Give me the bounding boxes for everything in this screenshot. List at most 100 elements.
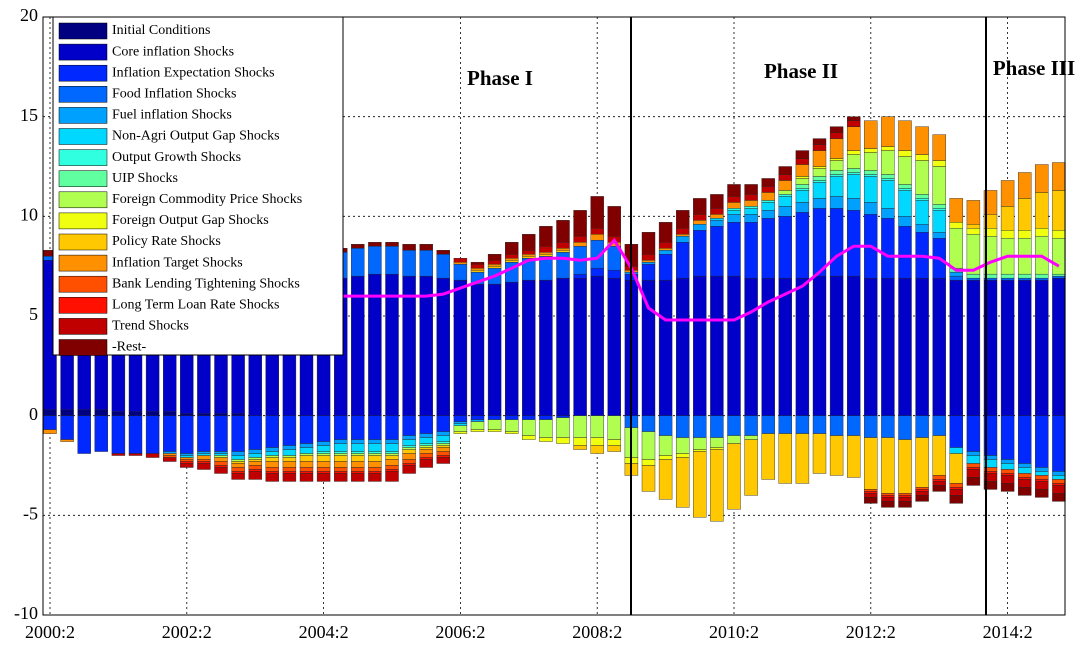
bar-segment [847, 120, 861, 127]
bar-segment [385, 246, 399, 275]
bar-segment [197, 463, 211, 470]
bar-segment [966, 200, 981, 225]
bar-segment [1000, 469, 1015, 474]
bar-segment [351, 443, 365, 452]
bar-segment [778, 166, 792, 175]
bar-segment [932, 208, 946, 211]
bar-segment [470, 283, 485, 416]
bar-segment [915, 224, 929, 233]
bar-segment [1018, 479, 1032, 488]
bar-segment [368, 439, 382, 444]
bar-segment [864, 277, 878, 416]
bar-segment [1018, 463, 1032, 468]
annotation: Phase III [993, 56, 1075, 80]
bar-segment [1035, 192, 1049, 229]
bar-segment [282, 457, 297, 462]
legend-swatch [58, 339, 108, 356]
bar-segment [145, 415, 160, 454]
bar-segment [761, 415, 775, 434]
bar-segment [812, 198, 827, 209]
bar-segment [299, 467, 314, 472]
bar-segment [847, 154, 861, 169]
bar-segment [864, 148, 878, 153]
bar-segment [761, 186, 775, 193]
bar-segment [744, 194, 758, 201]
bar-segment [265, 447, 279, 452]
bar-segment [795, 178, 810, 185]
bar-segment [385, 443, 399, 452]
bar-segment [385, 451, 399, 454]
legend-label: Core inflation Shocks [112, 44, 234, 59]
legend-swatch [58, 107, 108, 124]
bar-segment [881, 495, 895, 498]
bar-segment [949, 487, 963, 490]
bar-segment [693, 214, 707, 221]
bar-segment [248, 471, 262, 480]
bar-segment [590, 275, 604, 416]
bar-segment [932, 415, 946, 436]
bar-segment [368, 461, 382, 468]
bar-segment [812, 150, 827, 167]
bar-segment [1000, 463, 1015, 470]
bar-segment [180, 415, 194, 454]
bar-segment [436, 443, 450, 446]
bar-segment [214, 467, 228, 474]
bar-segment [180, 463, 194, 468]
bar-segment [556, 248, 570, 251]
bar-segment [368, 455, 382, 462]
bar-segment [744, 208, 758, 215]
bar-segment [265, 415, 279, 448]
bar-segment [949, 279, 963, 416]
legend-swatch [58, 318, 108, 335]
bar-segment [231, 413, 245, 416]
plot-frame [42, 16, 1066, 616]
bar-segment [676, 437, 690, 454]
bar-segment [829, 170, 844, 175]
bar-segment [658, 415, 673, 436]
bar-segment [351, 415, 365, 440]
bar-segment [710, 275, 724, 416]
bar-segment [1000, 459, 1015, 464]
bar-segment [829, 275, 844, 416]
bar-segment [881, 501, 895, 508]
bar-segment [1000, 180, 1015, 207]
bar-segment [898, 277, 912, 416]
x-tick-label: 2008:2 [572, 622, 622, 642]
bar-segment [710, 449, 724, 522]
bar-segment [180, 461, 194, 464]
bar-segment [436, 447, 450, 452]
bar-segment [932, 232, 946, 239]
bar-segment [966, 463, 981, 468]
bar-segment [162, 453, 177, 456]
bar-segment [590, 267, 604, 277]
bar-segment [641, 263, 656, 281]
bar-segment [676, 228, 690, 235]
bar-segment [522, 415, 536, 420]
legend-label: Foreign Output Gap Shocks [112, 213, 269, 228]
bar-segment [351, 248, 365, 277]
legend-label: Policy Rate Shocks [112, 234, 221, 249]
bar-segment [949, 198, 963, 223]
bar-segment [829, 160, 844, 171]
bar-segment [231, 455, 245, 460]
bar-segment [282, 449, 297, 456]
bar-segment [1035, 471, 1049, 476]
bar-segment [573, 445, 587, 450]
bar-segment [419, 415, 433, 434]
bar-segment [658, 459, 673, 500]
bar-segment [316, 455, 331, 462]
bar-segment [299, 443, 314, 448]
bar-segment [197, 415, 211, 452]
bar-segment [710, 214, 724, 219]
bar-segment [727, 415, 741, 436]
bar-segment [316, 415, 331, 442]
bar-segment [94, 409, 109, 416]
bar-segment [983, 190, 998, 215]
bar-segment [676, 236, 690, 243]
bar-segment [829, 174, 844, 177]
bar-segment [282, 461, 297, 468]
bar-segment [487, 415, 502, 420]
bar-segment [402, 459, 416, 464]
bar-segment [505, 281, 519, 416]
bar-segment [864, 415, 878, 438]
